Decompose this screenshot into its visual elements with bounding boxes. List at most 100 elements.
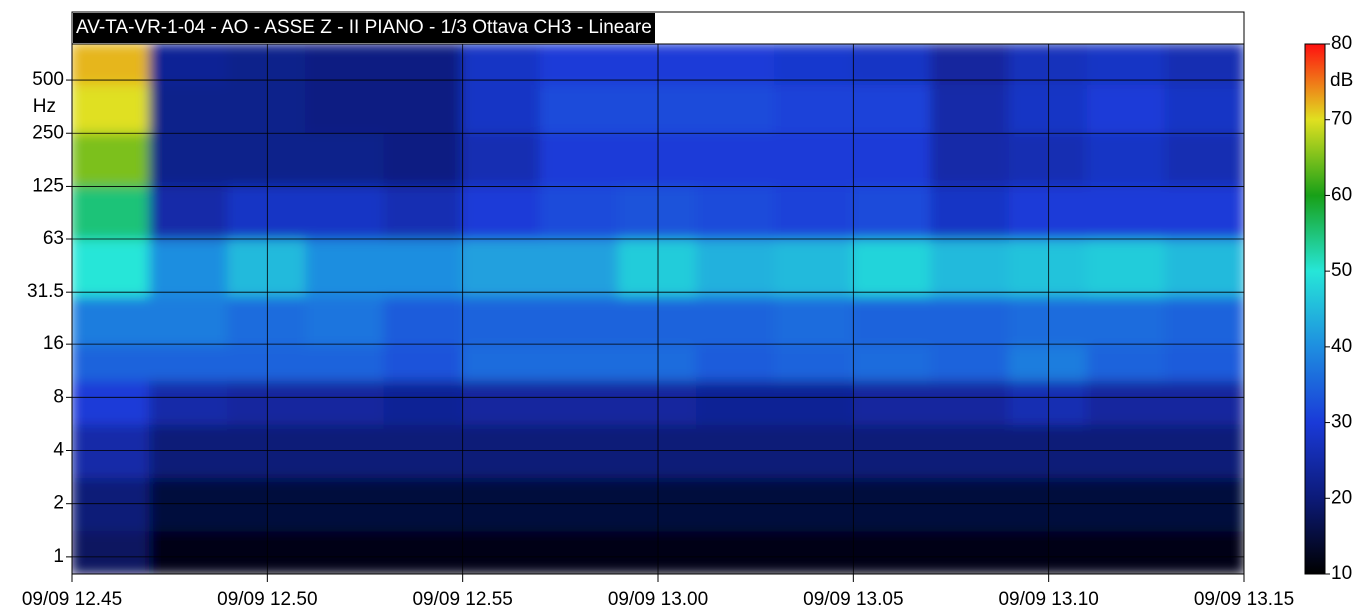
x-tick-label: 09/09 13.00 <box>608 589 708 610</box>
y-tick-label: 16 <box>43 333 64 354</box>
cell <box>462 184 542 239</box>
cell <box>930 184 1010 239</box>
cell <box>852 344 932 381</box>
cell <box>462 529 542 575</box>
cell <box>774 344 854 381</box>
cell <box>852 379 932 425</box>
cell <box>540 344 620 381</box>
cell <box>305 529 385 575</box>
x-tick-label: 09/09 13.05 <box>803 589 903 610</box>
cell <box>774 131 854 186</box>
colorbar-label: dB <box>1330 70 1353 91</box>
cell <box>540 43 620 85</box>
cell <box>774 295 854 346</box>
cell <box>774 529 854 575</box>
cell <box>852 295 932 346</box>
chart: Hz dB 12481631.56312525050009/09 12.4509… <box>0 0 1362 614</box>
cell <box>149 43 229 85</box>
cell <box>1165 43 1245 85</box>
cell <box>71 529 151 575</box>
x-tick-label: 09/09 12.55 <box>412 589 512 610</box>
cell <box>774 237 854 297</box>
cell <box>540 131 620 186</box>
chart-title: AV-TA-VR-1-04 - AO - ASSE Z - II PIANO -… <box>73 13 655 43</box>
cell <box>1165 529 1245 575</box>
cell <box>696 295 776 346</box>
cell <box>384 43 464 85</box>
cell <box>384 184 464 239</box>
colorbar-tick-label: 80 <box>1331 33 1352 54</box>
cell <box>149 184 229 239</box>
cell <box>852 529 932 575</box>
cell <box>696 237 776 297</box>
cell <box>696 184 776 239</box>
cell <box>930 529 1010 575</box>
cell <box>1087 184 1167 239</box>
cell <box>930 83 1010 133</box>
cell <box>71 131 151 186</box>
cell <box>462 379 542 425</box>
colorbar-tick-label: 70 <box>1331 109 1352 130</box>
cell <box>852 43 932 85</box>
cell <box>384 344 464 381</box>
cell <box>930 43 1010 85</box>
cell <box>774 83 854 133</box>
cell <box>696 379 776 425</box>
cell <box>774 379 854 425</box>
y-axis-label: Hz <box>33 96 56 117</box>
cell <box>696 131 776 186</box>
colorbar-tick-label: 30 <box>1331 412 1352 433</box>
cell <box>149 529 229 575</box>
cell <box>384 237 464 297</box>
cell <box>149 379 229 425</box>
cell <box>930 131 1010 186</box>
cell <box>71 184 151 239</box>
cell <box>384 131 464 186</box>
cell <box>305 237 385 297</box>
cell <box>462 43 542 85</box>
x-tick-label: 09/09 13.10 <box>998 589 1098 610</box>
page: {"chart_data": {"type": "spectrogram", "… <box>0 0 1362 614</box>
cell <box>149 237 229 297</box>
cell <box>540 184 620 239</box>
cell <box>462 131 542 186</box>
cell <box>1165 295 1245 346</box>
cell <box>305 43 385 85</box>
cell <box>149 131 229 186</box>
colorbar-tick-label: 20 <box>1331 487 1352 508</box>
cell <box>852 184 932 239</box>
x-tick-label: 09/09 12.45 <box>22 589 122 610</box>
cell <box>696 529 776 575</box>
cell <box>462 237 542 297</box>
cell <box>852 131 932 186</box>
y-tick-label: 125 <box>32 175 64 196</box>
y-tick-label: 250 <box>32 122 64 143</box>
cell <box>696 83 776 133</box>
cell <box>384 83 464 133</box>
cell <box>540 295 620 346</box>
cell <box>71 295 151 346</box>
cell <box>930 379 1010 425</box>
cell <box>149 295 229 346</box>
colorbar-tick-label: 60 <box>1331 184 1352 205</box>
cell <box>1165 379 1245 425</box>
colorbar-tick-label: 10 <box>1331 563 1352 584</box>
cell <box>852 237 932 297</box>
cell <box>930 237 1010 297</box>
cell <box>540 379 620 425</box>
cell <box>1165 344 1245 381</box>
cell <box>696 43 776 85</box>
colorbar-tick-label: 50 <box>1331 260 1352 281</box>
cell <box>1087 83 1167 133</box>
cell <box>1087 131 1167 186</box>
y-tick-label: 500 <box>32 69 64 90</box>
y-tick-label: 4 <box>53 440 64 461</box>
cell <box>1087 237 1167 297</box>
cell <box>540 237 620 297</box>
cell <box>71 83 151 133</box>
y-tick-label: 8 <box>53 386 64 407</box>
cell <box>930 295 1010 346</box>
cell <box>1165 131 1245 186</box>
cell <box>462 344 542 381</box>
cell <box>540 83 620 133</box>
